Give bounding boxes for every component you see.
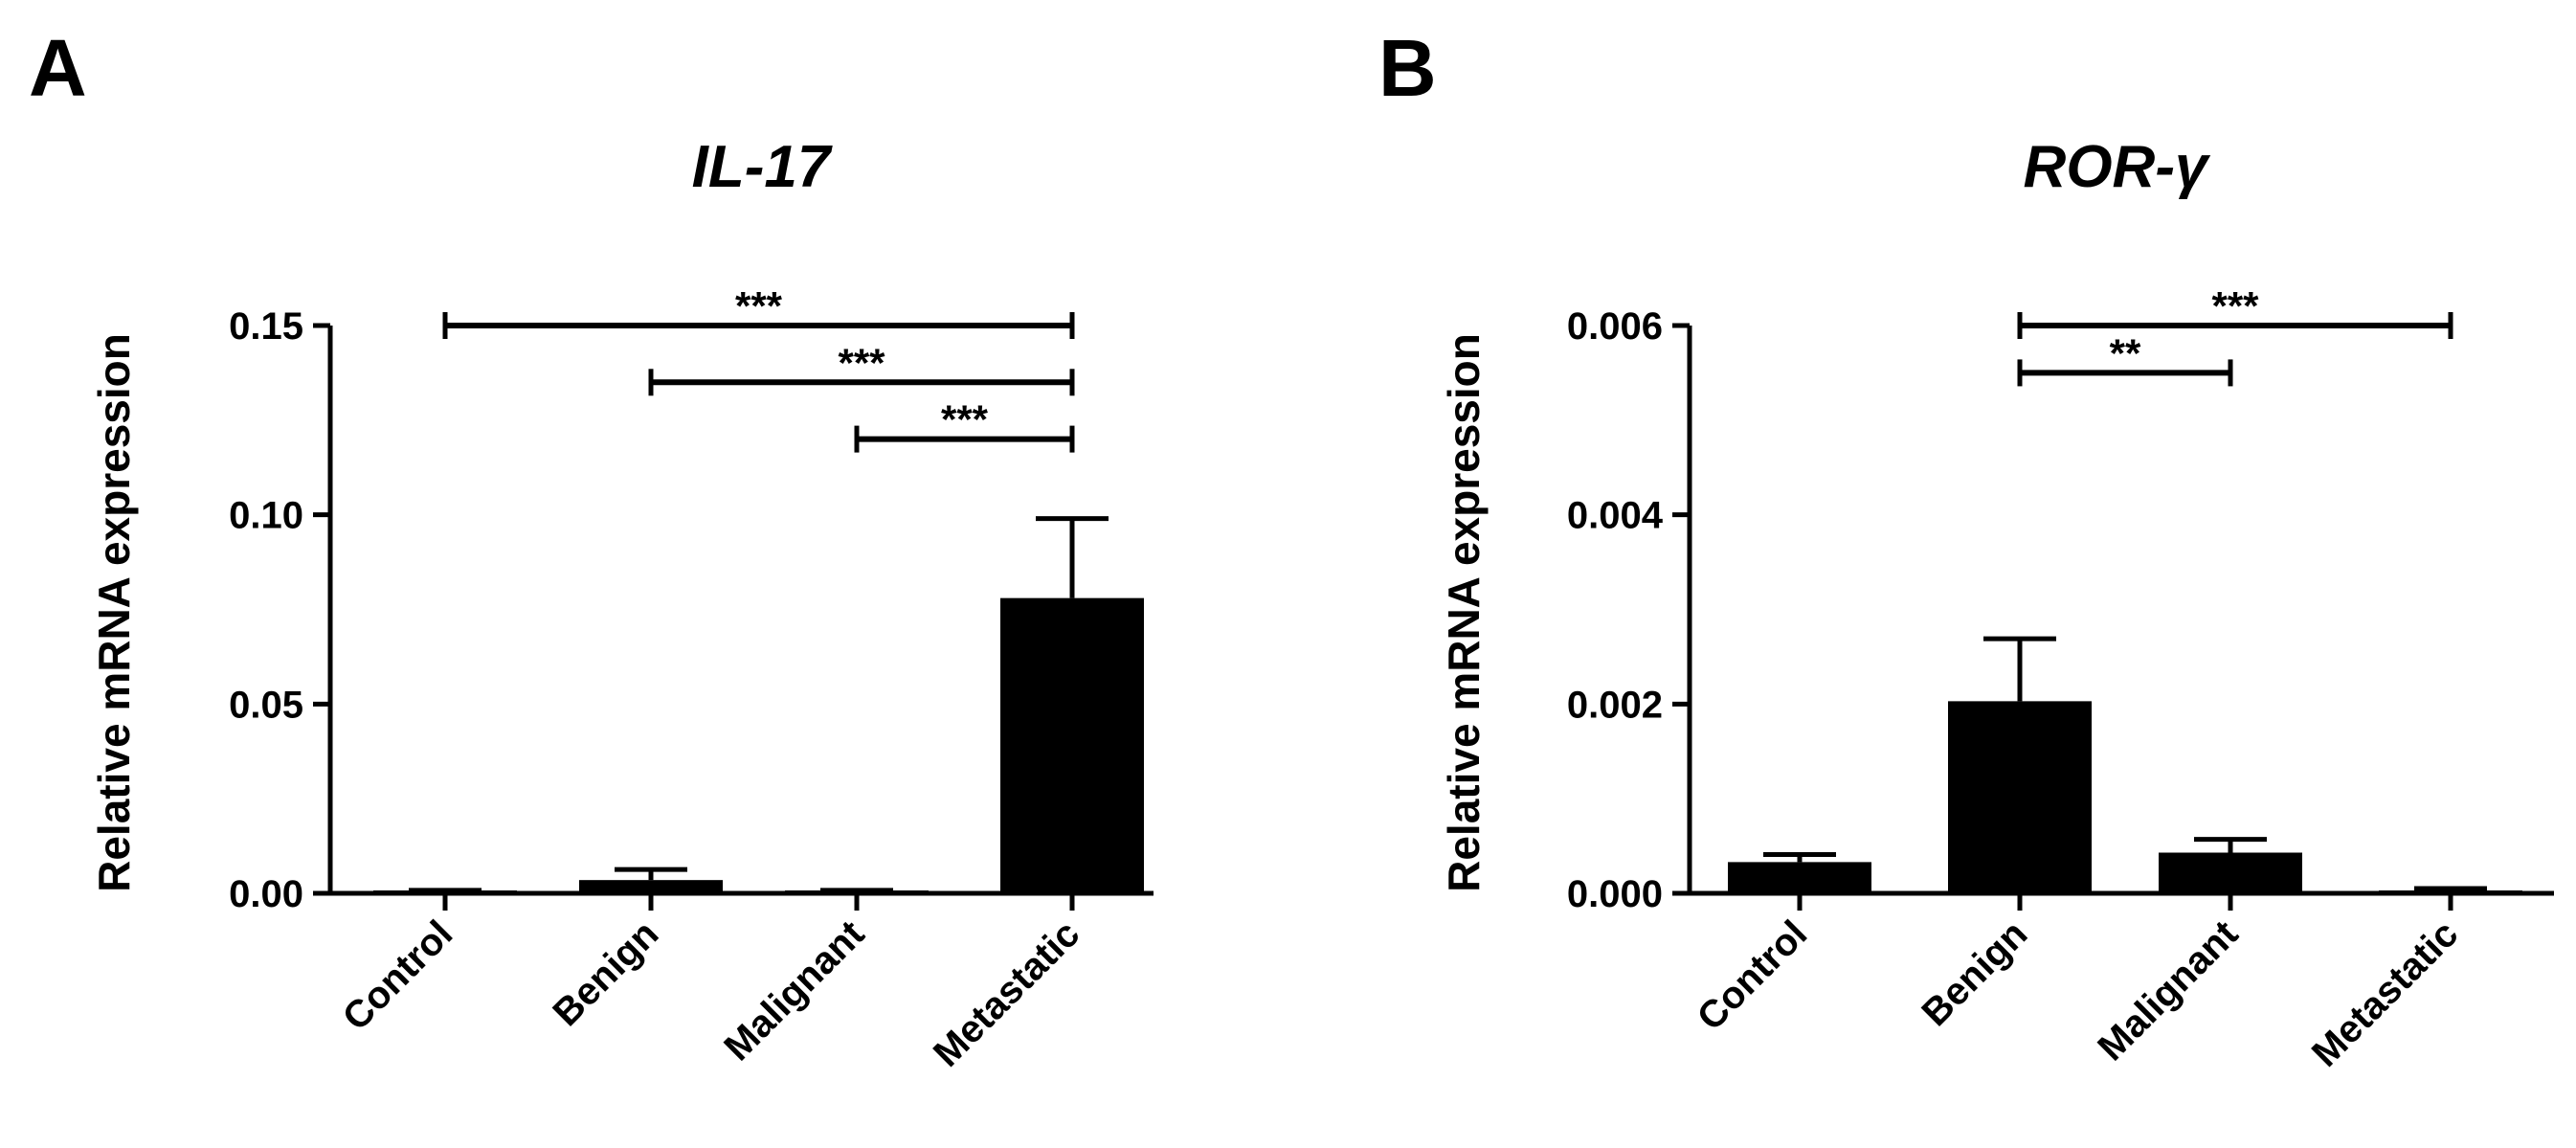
panel-letter-b: B bbox=[1378, 23, 1437, 113]
bar-a-benign bbox=[579, 880, 723, 893]
panel-letter-a: A bbox=[29, 23, 87, 113]
y-tick-label-b-2: 0.004 bbox=[1567, 495, 1664, 537]
bar-b-benign bbox=[1948, 701, 2092, 893]
y-axis-label-b: Relative mRNA expression bbox=[1439, 333, 1489, 892]
bar-b-metastatic bbox=[2379, 890, 2522, 893]
y-tick-label-a-2: 0.10 bbox=[229, 495, 303, 537]
bar-b-control bbox=[1728, 862, 1871, 893]
plot-area-a: 0.00 0.05 0.10 0.15 Control Benign Malignant Me… bbox=[229, 283, 1154, 1075]
plot-area-b: 0.000 0.002 0.004 0.006 Control Benign Maligna… bbox=[1567, 283, 2554, 1075]
chart-title-il17: IL-17 bbox=[692, 134, 833, 200]
x-tick-label-a-metastatic: Metastatic bbox=[926, 912, 1087, 1074]
x-tick-label-a-malignant: Malignant bbox=[716, 912, 872, 1069]
y-tick-label-b-1: 0.002 bbox=[1567, 684, 1663, 726]
panel-a: A IL-17 Relative mRNA expression 0.000.0… bbox=[29, 23, 1154, 1075]
bar-a-metastatic bbox=[1000, 597, 1144, 893]
bar-b-malignant bbox=[2159, 852, 2302, 893]
y-axis-label-a: Relative mRNA expression bbox=[89, 333, 139, 892]
x-tick-label-b-malignant: Malignant bbox=[2090, 912, 2246, 1069]
y-tick-label-a-0: 0.00 bbox=[229, 873, 303, 915]
sig-label-a-1: *** bbox=[838, 340, 885, 385]
sig-label-b-1: ** bbox=[2110, 330, 2141, 375]
y-tick-label-b-0: 0.000 bbox=[1567, 873, 1663, 915]
x-tick-label-b-control: Control bbox=[1690, 912, 1816, 1039]
y-tick-label-b-3: 0.006 bbox=[1567, 305, 1663, 348]
x-tick-label-b-metastatic: Metastatic bbox=[2304, 912, 2466, 1074]
sig-label-a-0: *** bbox=[735, 283, 783, 328]
x-tick-label-b-benign: Benign bbox=[1914, 912, 2035, 1034]
x-tick-label-a-benign: Benign bbox=[545, 912, 666, 1034]
sig-label-a-2: *** bbox=[941, 397, 989, 442]
x-tick-label-a-control: Control bbox=[335, 912, 461, 1039]
y-tick-label-a-1: 0.05 bbox=[229, 684, 303, 726]
chart-title-ror-gamma: ROR-γ bbox=[2024, 134, 2211, 200]
y-tick-label-a-3: 0.15 bbox=[229, 305, 303, 348]
panel-b: B ROR-γ Relative mRNA expression 0.0000.… bbox=[1378, 23, 2554, 1075]
sig-label-b-0: *** bbox=[2211, 283, 2259, 328]
